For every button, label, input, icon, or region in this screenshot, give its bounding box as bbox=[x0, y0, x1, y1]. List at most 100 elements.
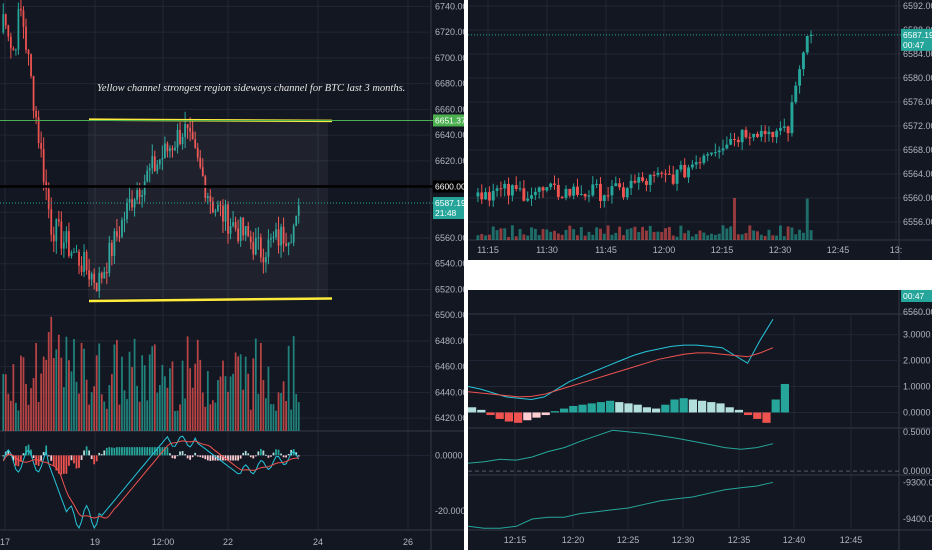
rt-volume-bar bbox=[549, 231, 553, 240]
left-macd-hist-bar bbox=[252, 455, 255, 459]
right-bottom-chart-panel[interactable]: 00:47 6560.00 3.0000 2.0000 1.0000 0.0000 12:1… bbox=[468, 290, 932, 550]
rt-candle bbox=[809, 34, 813, 36]
rt-volume-bar bbox=[629, 228, 633, 240]
rt-candle bbox=[690, 164, 694, 168]
left-volume-bar bbox=[88, 404, 91, 431]
rt-candle bbox=[533, 191, 537, 196]
right-top-chart-svg[interactable]: 6592.006588.006584.006580.006576.006572.… bbox=[468, 0, 932, 260]
green-level-tag bbox=[433, 114, 464, 127]
left-macd-hist-bar bbox=[254, 455, 257, 457]
left-volume-bar bbox=[265, 398, 267, 431]
rt-time-tick: 12:00 bbox=[653, 245, 676, 255]
rt-volume-bar bbox=[618, 226, 622, 240]
left-candle bbox=[297, 205, 300, 216]
rb-macd-hist-bar bbox=[771, 399, 780, 413]
rt-price-tick: 6564.00 bbox=[903, 169, 932, 179]
rt-volume-bar bbox=[526, 235, 530, 240]
left-candle bbox=[181, 136, 184, 145]
left-macd-hist-bar bbox=[100, 454, 103, 456]
rt-candle bbox=[530, 195, 533, 199]
rb-macd-hist-bar bbox=[670, 399, 679, 413]
left-macd-hist-bar bbox=[156, 447, 159, 456]
left-price-tick: 6420.00 bbox=[435, 413, 464, 423]
right-top-chart-panel[interactable]: 6592.006588.006584.006580.006576.006572.… bbox=[468, 0, 932, 260]
rt-candle bbox=[621, 187, 625, 198]
left-candle bbox=[191, 131, 194, 140]
left-candle bbox=[189, 128, 192, 132]
rb-time-tick: 12:30 bbox=[672, 535, 695, 545]
rt-volume-bar bbox=[725, 228, 729, 240]
left-macd-hist-bar bbox=[30, 449, 32, 456]
rt-candle bbox=[736, 139, 740, 143]
left-candle bbox=[199, 157, 202, 168]
left-macd-hist-bar bbox=[113, 447, 116, 456]
rt-volume-bar bbox=[560, 234, 564, 240]
rb-obv-tick: -9300.000 bbox=[903, 477, 932, 487]
rt-candle bbox=[648, 174, 652, 185]
left-volume-bar bbox=[176, 410, 179, 431]
left-candle bbox=[42, 148, 45, 182]
rt-candle bbox=[568, 188, 572, 196]
left-chart-panel[interactable]: Yellow channel strongest region sideways… bbox=[0, 0, 464, 550]
left-macd-hist-bar bbox=[272, 452, 275, 456]
left-candle bbox=[151, 156, 154, 169]
left-candle bbox=[32, 76, 35, 111]
left-candle bbox=[249, 236, 252, 243]
left-volume-bar bbox=[262, 379, 265, 431]
rt-volume-bar bbox=[706, 235, 710, 240]
left-candle bbox=[227, 204, 229, 234]
left-candle bbox=[282, 226, 285, 244]
left-macd-hist-bar bbox=[68, 455, 70, 466]
left-volume-bar bbox=[292, 336, 295, 431]
rb-macd-hist-bar bbox=[744, 412, 753, 416]
left-candle bbox=[239, 217, 242, 241]
left-candle bbox=[138, 190, 141, 197]
rb-macd-hist-bar bbox=[532, 412, 541, 418]
left-macd-hist-bar bbox=[257, 451, 260, 456]
left-candle bbox=[70, 252, 73, 256]
rt-candle bbox=[775, 130, 779, 138]
rt-candle bbox=[794, 85, 798, 103]
rt-volume-bar bbox=[660, 232, 664, 240]
rt-volume-bar bbox=[690, 236, 694, 240]
rb-signal-line bbox=[468, 347, 774, 398]
rb-time-tag-text: 00:47 bbox=[903, 291, 925, 301]
rt-volume-bar bbox=[579, 227, 583, 240]
rb-macd-tick: 2.0000 bbox=[903, 356, 931, 366]
rt-candle bbox=[664, 173, 668, 175]
black-level-tag-text: 6600.00 bbox=[435, 182, 464, 192]
left-macd-hist-bar bbox=[131, 447, 133, 456]
left-candle bbox=[229, 226, 232, 234]
left-price-tick: 6720.00 bbox=[435, 27, 464, 37]
rt-volume-bar bbox=[564, 229, 568, 240]
left-price-tick: 6460.00 bbox=[435, 362, 464, 372]
rt-volume-bar bbox=[491, 226, 495, 240]
rt-volume-bar bbox=[583, 235, 587, 240]
rb-macd-hist-bar bbox=[514, 412, 523, 423]
rt-volume-bar bbox=[767, 229, 771, 240]
left-macd-hist-bar bbox=[121, 447, 123, 456]
rt-volume-bar bbox=[763, 235, 767, 240]
left-macd-hist-bar bbox=[244, 450, 247, 456]
left-macd-hist-bar bbox=[171, 455, 174, 459]
left-volume-bar bbox=[128, 351, 131, 431]
left-macd-hist-bar bbox=[70, 455, 73, 461]
left-candle bbox=[136, 190, 138, 200]
rt-volume-bar bbox=[614, 232, 618, 240]
right-bottom-chart-svg[interactable]: 00:47 6560.00 3.0000 2.0000 1.0000 0.0000 12:1… bbox=[468, 290, 932, 550]
left-macd-hist-bar bbox=[47, 455, 50, 457]
left-candle bbox=[103, 271, 106, 279]
left-macd-hist-bar bbox=[73, 455, 75, 464]
rb-macd-tick: 3.0000 bbox=[903, 330, 931, 340]
left-candle bbox=[52, 234, 55, 242]
rt-candle bbox=[717, 150, 721, 153]
left-macd-hist-bar bbox=[123, 447, 126, 456]
left-macd-hist-bar bbox=[194, 452, 197, 456]
rt-volume-bar bbox=[805, 198, 809, 240]
left-macd-hist-bar bbox=[267, 455, 270, 458]
rt-volume-bar bbox=[621, 235, 625, 240]
rt-volume-bar bbox=[721, 225, 725, 240]
left-chart-svg[interactable]: Yellow channel strongest region sideways… bbox=[0, 0, 464, 550]
rt-volume-bar bbox=[625, 229, 629, 240]
rt-volume-bar bbox=[713, 234, 717, 240]
